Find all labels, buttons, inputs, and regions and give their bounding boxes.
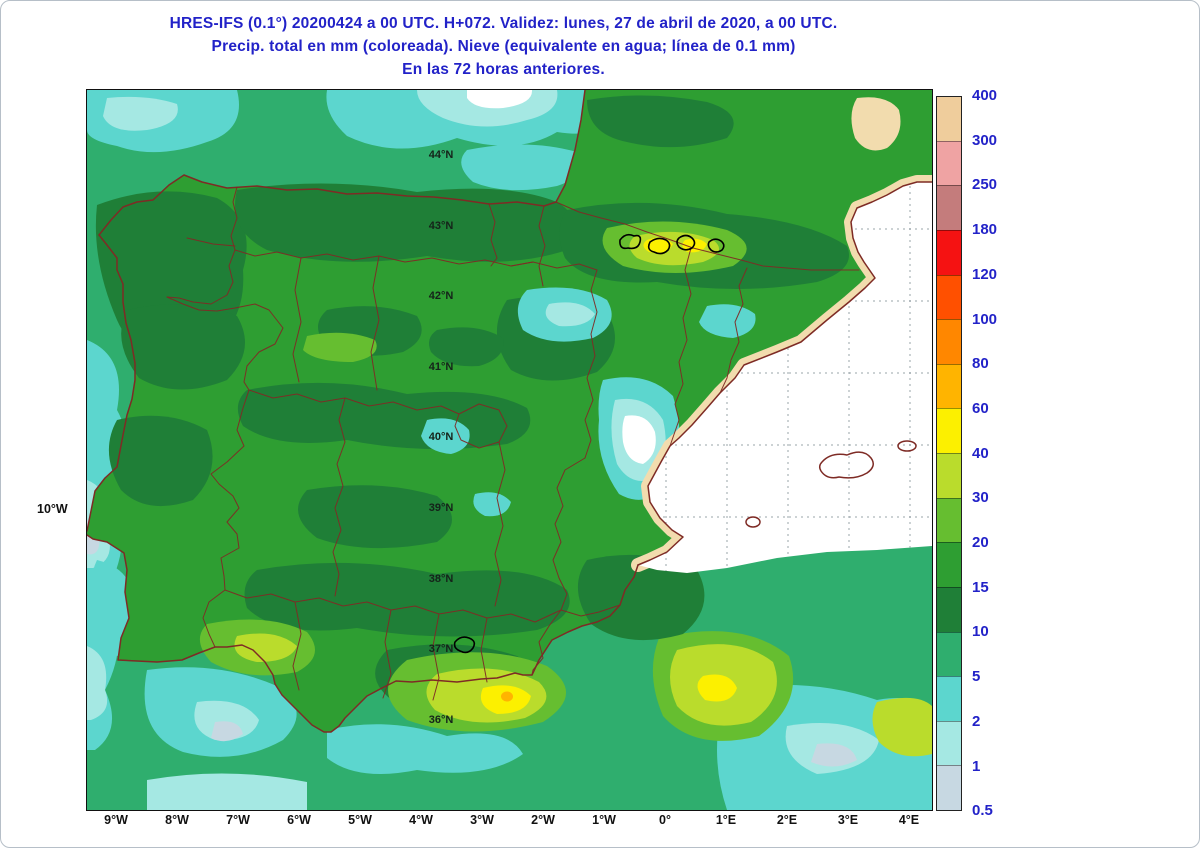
lon-tick-label: 0° <box>659 813 671 827</box>
lat-tick-label: 41°N <box>428 360 454 373</box>
lat-tick-label: 42°N <box>428 290 454 303</box>
title-line-3: En las 72 horas anteriores. <box>402 61 605 78</box>
dry-sea-region <box>638 182 932 573</box>
lon-tick-label: 6°W <box>287 813 311 827</box>
legend-labels: 400 300 250 180 120 100 80 60 40 30 20 15 10 5 2 1 0.5 <box>972 87 1042 819</box>
legend-value-label: 250 <box>972 176 998 194</box>
legend-swatch <box>937 631 961 677</box>
lat-tick-label: 44°N <box>428 149 454 161</box>
lon-tick-label: 5°W <box>348 813 372 827</box>
lon-tick-label: 4°E <box>898 813 920 827</box>
snow-contours <box>453 233 725 654</box>
legend-swatch <box>937 453 961 498</box>
legend-swatch <box>937 676 961 721</box>
legend-swatch <box>937 274 961 320</box>
title-line-1: HRES-IFS (0.1°) 20200424 a 00 UTC. H+072… <box>169 15 838 32</box>
legend-swatch <box>937 319 961 364</box>
legend-value-label: 30 <box>972 489 989 507</box>
legend-value-label: 120 <box>972 265 998 283</box>
balearic-islands <box>745 440 917 528</box>
lat-tick-label: 37°N <box>428 643 454 656</box>
legend-swatch <box>937 97 961 141</box>
lon-tick-label: 3°E <box>837 813 859 827</box>
lon-tick-label: 9°W <box>104 813 128 827</box>
legend-value-label: 180 <box>972 221 998 239</box>
legend-swatch <box>937 408 961 453</box>
lat-tick-label: 40°N <box>428 431 454 444</box>
lon-tick-label: 2°E <box>776 813 798 827</box>
lon-tick-label: 4°W <box>409 813 433 827</box>
lon-tick-label: 1°W <box>592 813 616 827</box>
lon-tick-label: 1°E <box>715 813 737 827</box>
legend-value-label: 400 <box>972 87 998 104</box>
legend-swatch <box>937 765 961 810</box>
title-line-2: Precip. total en mm (coloreada). Nieve (… <box>211 38 796 55</box>
lon-tick-label: 3°W <box>470 813 494 827</box>
legend-value-label: 80 <box>972 355 989 373</box>
lon-tick-label: 2°W <box>531 813 555 827</box>
admin-borders <box>166 186 860 701</box>
legend-swatch <box>937 185 961 230</box>
legend-swatch <box>937 363 961 409</box>
legend-swatch <box>937 229 961 275</box>
legend-value-label: 10 <box>972 623 989 641</box>
lat-tick-label: 38°N <box>428 572 454 585</box>
chart-title: HRES-IFS (0.1°) 20200424 a 00 UTC. H+072… <box>1 12 1006 81</box>
legend-swatch <box>937 497 961 543</box>
legend-value-label: 300 <box>972 131 998 149</box>
lat-tick-label: 39°N <box>428 502 454 514</box>
legend-swatch <box>937 720 961 766</box>
legend-value-label: 100 <box>972 310 998 328</box>
left-edge-lon-label: 10°W <box>37 502 68 516</box>
legend-value-label: 60 <box>972 399 989 417</box>
lat-tick-label: 36°N <box>428 713 454 726</box>
legend-value-label: 15 <box>972 578 989 596</box>
legend-value-label: 5 <box>972 668 981 686</box>
legend-swatch <box>937 542 961 587</box>
legend-swatch <box>937 140 961 186</box>
legend-value-label: 0.5 <box>972 802 993 820</box>
legend-value-label: 1 <box>972 757 981 775</box>
legend-value-label: 20 <box>972 534 989 551</box>
legend-swatch <box>937 586 961 632</box>
map-area <box>86 89 933 811</box>
lon-tick-label: 8°W <box>165 813 189 827</box>
lon-tick-label: 7°W <box>226 813 250 827</box>
legend-value-label: 2 <box>972 712 981 730</box>
legend-swatches <box>936 96 962 811</box>
lat-tick-label: 43°N <box>428 219 454 232</box>
legend-value-label: 40 <box>972 444 989 462</box>
precipitation-map <box>87 90 932 810</box>
